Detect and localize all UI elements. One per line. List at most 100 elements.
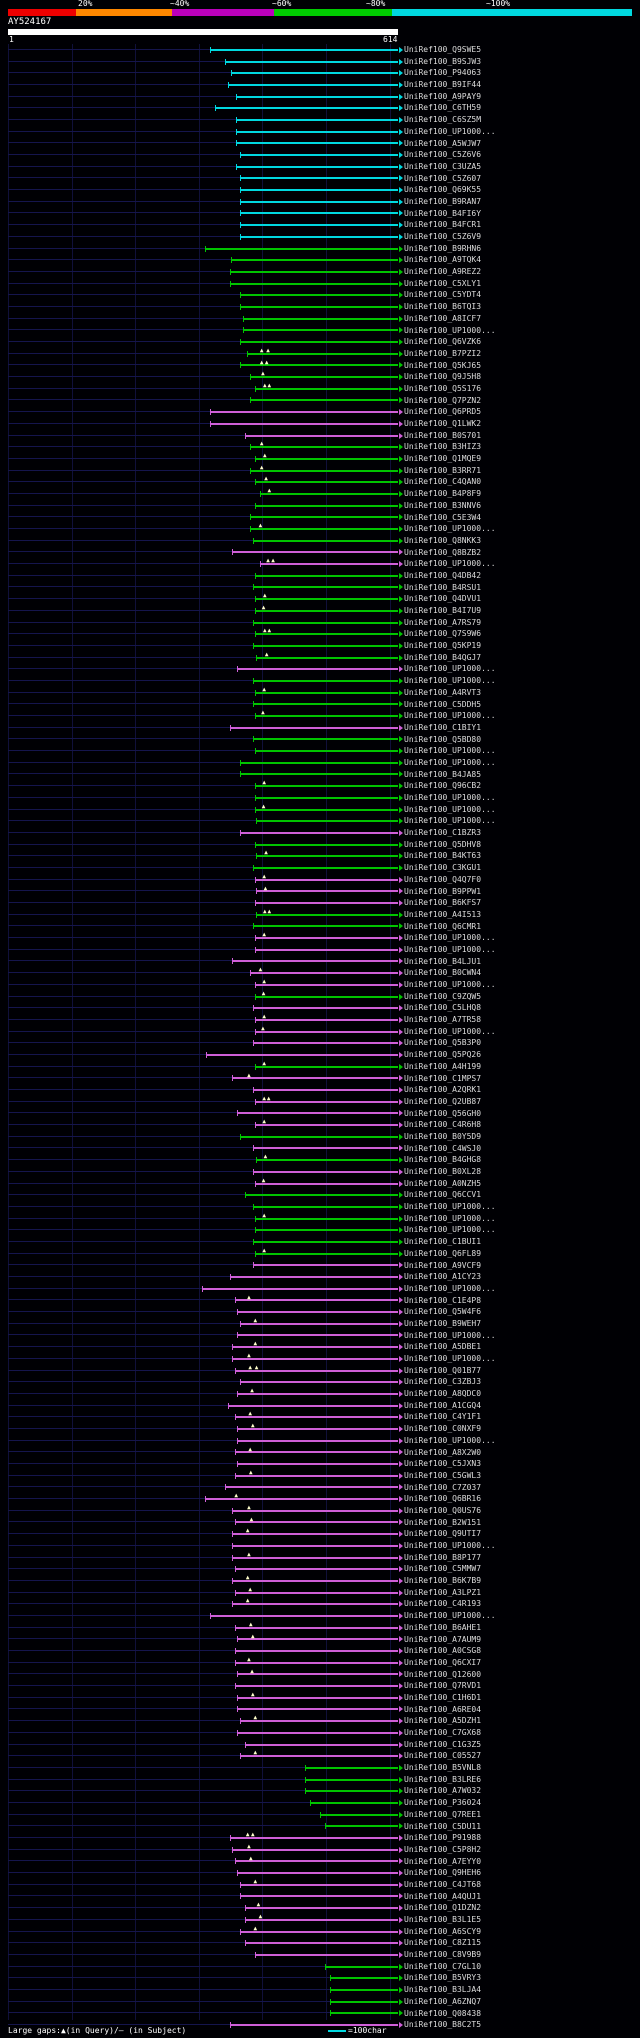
hit-row[interactable]: ▲ UniRef100_A5DBE1 <box>0 1341 640 1353</box>
hit-bar[interactable] <box>310 1799 403 1806</box>
hit-label[interactable]: UniRef100_UP1000... <box>404 524 496 534</box>
hit-label[interactable]: UniRef100_UP1000... <box>404 1213 496 1223</box>
hit-bar[interactable] <box>305 1788 403 1795</box>
hit-bar[interactable] <box>254 1122 404 1129</box>
hit-label[interactable]: UniRef100_B3HIZ3 <box>404 442 482 452</box>
hit-label[interactable]: UniRef100_B8C2T5 <box>404 2020 482 2030</box>
hit-row[interactable]: UniRef100_C5XLY1 <box>0 278 640 290</box>
hit-row[interactable]: UniRef100_A7RS79 <box>0 617 640 629</box>
hit-row[interactable]: ▲ ▲ UniRef100_B7PZI2 <box>0 347 640 360</box>
hit-bar[interactable] <box>254 1098 404 1105</box>
hit-bar[interactable] <box>252 642 404 649</box>
hit-row[interactable]: ▲ UniRef100_B4P8F9 <box>0 488 640 500</box>
hit-row[interactable]: ▲ UniRef100_C4Y1F1 <box>0 1411 640 1423</box>
hit-row[interactable]: UniRef100_B3NNV6 <box>0 500 640 512</box>
hit-row[interactable]: UniRef100_Q6CMR1 <box>0 921 640 933</box>
hit-row[interactable]: ▲ ▲ UniRef100_Q5KJ65 <box>0 359 640 372</box>
hit-row[interactable]: ▲ UniRef100_A5DZH1 <box>0 1715 640 1727</box>
hit-bar[interactable] <box>235 1589 403 1596</box>
hit-row[interactable]: UniRef100_C8Z115 <box>0 1937 640 1949</box>
hit-row[interactable]: ▲ UniRef100_C5GWL3 <box>0 1469 640 1482</box>
hit-label[interactable]: UniRef100_A8ICF7 <box>404 313 482 323</box>
hit-label[interactable]: UniRef100_C05527 <box>404 1751 482 1761</box>
hit-bar[interactable] <box>240 771 403 778</box>
hit-bar[interactable] <box>252 1040 404 1047</box>
hit-bar[interactable] <box>324 1963 404 1970</box>
hit-bar[interactable] <box>252 1145 404 1152</box>
hit-bar[interactable] <box>231 257 403 264</box>
hit-bar[interactable] <box>231 1577 404 1584</box>
hit-bar[interactable] <box>230 280 403 287</box>
hit-bar[interactable] <box>205 245 403 252</box>
hit-bar[interactable] <box>254 993 404 1000</box>
hit-bar[interactable] <box>237 1332 403 1339</box>
hit-bar[interactable] <box>231 1601 404 1608</box>
hit-row[interactable]: UniRef100_B4RSU1 <box>0 582 640 594</box>
hit-bar[interactable] <box>254 748 404 755</box>
hit-label[interactable]: UniRef100_UP1000... <box>404 711 496 721</box>
hit-label[interactable]: UniRef100_A2QRK1 <box>404 1085 482 1095</box>
hit-label[interactable]: UniRef100_Q01B77 <box>404 1365 482 1375</box>
hit-row[interactable]: ▲ UniRef100_Q4DVU1 <box>0 593 640 605</box>
hit-bar[interactable] <box>329 1986 404 1993</box>
hit-bar[interactable] <box>240 1928 403 1935</box>
hit-row[interactable]: ▲ UniRef100_B3HIZ3 <box>0 441 640 453</box>
hit-row[interactable]: ▲ UniRef100_Q1DZN2 <box>0 1902 640 1914</box>
hit-label[interactable]: UniRef100_Q6CXI7 <box>404 1657 482 1667</box>
hit-bar[interactable] <box>230 1274 403 1281</box>
hit-label[interactable]: UniRef100_C7GX68 <box>404 1728 482 1737</box>
hit-label[interactable]: UniRef100_B9IF44 <box>404 80 482 90</box>
hit-row[interactable]: UniRef100_C3UZA5 <box>0 161 640 173</box>
hit-row[interactable]: ▲ ▲ UniRef100_Q7S9W6 <box>0 628 640 640</box>
hit-bar[interactable] <box>254 1951 404 1958</box>
hit-label[interactable]: UniRef100_C7Z037 <box>404 1482 482 1492</box>
hit-label[interactable]: UniRef100_B6TQI3 <box>404 302 482 312</box>
hit-row[interactable]: ▲ UniRef100_C1MPS7 <box>0 1072 640 1085</box>
hit-bar[interactable] <box>239 303 404 310</box>
hit-bar[interactable] <box>235 1297 403 1304</box>
hit-row[interactable]: UniRef100_B0S701 <box>0 430 640 442</box>
hit-label[interactable]: UniRef100_B2W151 <box>404 1517 482 1527</box>
hit-label[interactable]: UniRef100_Q9J5H8 <box>404 372 482 382</box>
hit-label[interactable]: UniRef100_B5VNL8 <box>404 1763 482 1773</box>
hit-label[interactable]: UniRef100_C6TH59 <box>404 103 482 113</box>
hit-label[interactable]: UniRef100_Q2UB87 <box>404 1096 482 1106</box>
hit-row[interactable]: UniRef100_UP1000... <box>0 745 640 757</box>
hit-bar[interactable] <box>240 829 403 836</box>
hit-bar[interactable] <box>254 713 404 720</box>
hit-bar[interactable] <box>242 327 404 334</box>
hit-bar[interactable] <box>329 1998 404 2005</box>
hit-bar[interactable] <box>231 958 404 965</box>
hit-row[interactable]: ▲ UniRef100_C0NXF9 <box>0 1423 640 1435</box>
hit-bar[interactable] <box>254 502 404 509</box>
hit-label[interactable]: UniRef100_C9ZQW5 <box>404 991 482 1001</box>
hit-bar[interactable] <box>231 1542 404 1549</box>
hit-label[interactable]: UniRef100_C5LHQ8 <box>404 1003 482 1013</box>
hit-label[interactable]: UniRef100_C4QAN0 <box>404 477 482 487</box>
hit-row[interactable]: UniRef100_B0Y5D9 <box>0 1131 640 1143</box>
hit-row[interactable]: ▲ UniRef100_A4RVT3 <box>0 686 640 699</box>
hit-bar[interactable] <box>305 1776 403 1783</box>
hit-row[interactable]: UniRef100_Q7REE1 <box>0 1809 640 1821</box>
hit-label[interactable]: UniRef100_C3ZBJ3 <box>404 1377 482 1387</box>
hit-bar[interactable] <box>237 1706 403 1713</box>
hit-bar[interactable] <box>228 1402 403 1409</box>
hit-bar[interactable] <box>254 631 404 638</box>
hit-row[interactable]: UniRef100_C5Z607 <box>0 173 640 185</box>
hit-row[interactable]: UniRef100_B4JA85 <box>0 769 640 781</box>
hit-row[interactable]: UniRef100_UP1000... <box>0 325 640 337</box>
hit-bar[interactable] <box>249 444 404 451</box>
hit-label[interactable]: UniRef100_UP1000... <box>404 757 496 767</box>
hit-label[interactable]: UniRef100_Q4Q7F0 <box>404 874 482 884</box>
hit-label[interactable]: UniRef100_UP1000... <box>404 816 496 826</box>
hit-bar[interactable] <box>237 1636 403 1643</box>
hit-bar[interactable] <box>244 1741 404 1748</box>
hit-label[interactable]: UniRef100_B6K7B9 <box>404 1576 482 1586</box>
hit-bar[interactable] <box>256 1157 403 1164</box>
hit-row[interactable]: UniRef100_UP1000... <box>0 1201 640 1213</box>
hit-row[interactable]: UniRef100_UP1000... <box>0 663 640 675</box>
hit-label[interactable]: UniRef100_B3NNV6 <box>404 500 482 510</box>
hit-row[interactable]: ▲ UniRef100_Q12600 <box>0 1668 640 1681</box>
hit-bar[interactable] <box>254 1250 404 1257</box>
hit-row[interactable]: ▲ UniRef100_B4KT63 <box>0 850 640 862</box>
